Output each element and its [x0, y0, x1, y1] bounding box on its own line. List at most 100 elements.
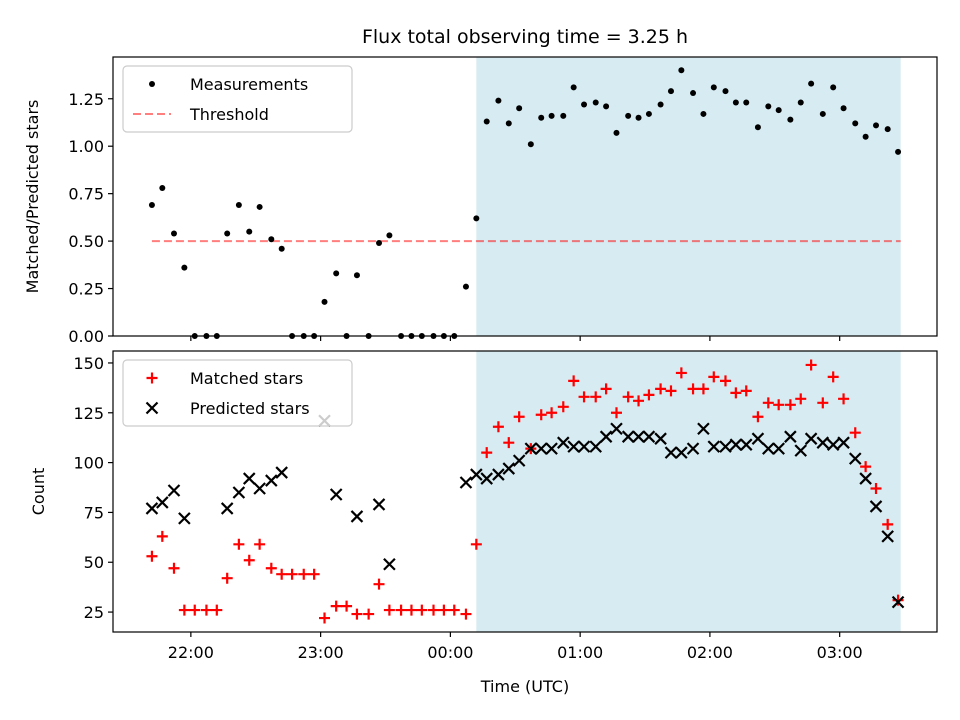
predicted-stars-point — [329, 488, 343, 501]
matched-stars-point — [460, 608, 472, 620]
y-tick-label: 150 — [73, 354, 104, 373]
matched-stars-point — [870, 483, 882, 495]
matched-stars-point — [308, 568, 320, 580]
matched-stars-point — [438, 604, 450, 616]
measurement-point — [353, 272, 360, 279]
matched-stars-point — [513, 411, 525, 423]
count-panel: 25 50 75 100 125 150 22:00 23:00 00:00 01:00 02:00… — [29, 350, 938, 662]
matched-stars-point — [363, 608, 375, 620]
predicted-stars-point — [577, 440, 591, 453]
matched-stars-point — [557, 401, 569, 413]
y-tick-label: 1.25 — [68, 90, 104, 109]
axes-frame — [112, 350, 938, 633]
predicted-stars-point — [232, 486, 246, 499]
legend-box — [122, 359, 353, 427]
measurement-point — [657, 101, 664, 108]
predicted-stars-point — [762, 442, 775, 455]
predicted-stars-point — [729, 438, 743, 451]
legend-predicted-swatch — [145, 401, 159, 415]
measurement-point — [483, 118, 490, 125]
predicted-stars-point — [859, 472, 872, 485]
matched-stars-point — [817, 397, 829, 409]
y-axis-label: Matched/Predicted stars — [23, 100, 42, 294]
predicted-stars-point — [265, 474, 278, 487]
predicted-stars-point — [739, 438, 753, 451]
predicted-stars-point — [837, 436, 850, 449]
matched-stars-point — [762, 397, 774, 409]
matched-stars-point — [178, 604, 190, 616]
predicted-stars-point — [794, 444, 808, 457]
measurement-point — [743, 99, 750, 106]
matched-stars-point — [383, 604, 395, 616]
matched-stars-point — [805, 359, 817, 371]
predicted-stars-point — [654, 432, 667, 445]
predicted-stars-point — [383, 557, 396, 571]
measurement-point — [613, 129, 620, 136]
matched-stars-point — [503, 437, 515, 449]
matched-stars-point — [740, 385, 752, 397]
x-tick-label: 23:00 — [298, 643, 344, 662]
predicted-stars-point — [253, 482, 266, 495]
matched-stars-point — [622, 391, 634, 403]
y-tick-label: 75 — [84, 503, 104, 522]
matched-stars-point — [665, 385, 677, 397]
matched-stars-point — [189, 604, 201, 616]
predicted-stars-point — [881, 530, 894, 543]
predicted-stars-point — [145, 502, 159, 515]
measurement-point — [852, 120, 859, 127]
predicted-stars-point — [480, 472, 493, 485]
x-tick-label: 01:00 — [557, 643, 603, 662]
matched-stars-point — [773, 399, 785, 411]
measurement-point — [678, 67, 685, 74]
measurement-point — [722, 88, 729, 95]
matched-stars-point — [211, 604, 223, 616]
y-tick-label: 25 — [84, 603, 104, 622]
measurement-point — [333, 270, 340, 277]
series-matched-stars — [146, 359, 904, 624]
y-tick-label: 50 — [84, 553, 104, 572]
measurement-point — [710, 84, 717, 91]
measurement-point — [765, 103, 772, 110]
matched-stars-point — [341, 600, 353, 612]
predicted-stars-point — [470, 468, 483, 481]
predicted-stars-point — [751, 432, 765, 445]
predicted-stars-point — [686, 442, 700, 455]
matched-stars-point — [233, 538, 245, 550]
x-axis-label: Time (UTC) — [480, 677, 569, 696]
observing-window-shade — [476, 351, 901, 632]
matched-stars-point — [633, 395, 645, 407]
measurement-point — [246, 228, 253, 235]
predicted-stars-point — [534, 442, 548, 455]
series-predicted-stars — [145, 414, 905, 609]
matched-stars-point — [221, 572, 233, 584]
legend-matched-swatch — [146, 372, 158, 384]
measurement-point — [808, 80, 815, 87]
y-axis-label: Count — [29, 468, 48, 516]
measurement-point — [321, 298, 328, 305]
matched-stars-point — [546, 407, 558, 419]
predicted-stars-point — [502, 462, 516, 475]
matched-stars-point — [643, 389, 655, 401]
measurement-point — [645, 110, 652, 117]
measurement-point — [278, 245, 285, 252]
predicted-stars-point — [167, 484, 181, 497]
predicted-stars-point — [891, 595, 905, 609]
predicted-stars-point — [784, 430, 797, 443]
measurement-point — [830, 84, 837, 91]
ratio-panel: 0.00 0.25 0.50 0.75 1.00 1.25 Matched/Predicte… — [23, 56, 938, 346]
predicted-stars-point — [848, 452, 862, 465]
matched-stars-point — [330, 600, 342, 612]
measurement-point — [787, 116, 794, 123]
series-measurements — [148, 67, 902, 339]
measurement-point — [754, 124, 761, 131]
predicted-stars-point — [804, 432, 818, 445]
matched-stars-point — [752, 411, 764, 423]
matched-stars-point — [298, 568, 310, 580]
matched-stars-point — [687, 383, 699, 395]
axes-frame — [112, 56, 938, 337]
measurement-point — [516, 105, 523, 112]
measurement-point — [732, 99, 739, 106]
predicted-stars-point — [220, 502, 234, 515]
matched-stars-point — [156, 530, 168, 542]
measurement-point — [840, 105, 847, 112]
